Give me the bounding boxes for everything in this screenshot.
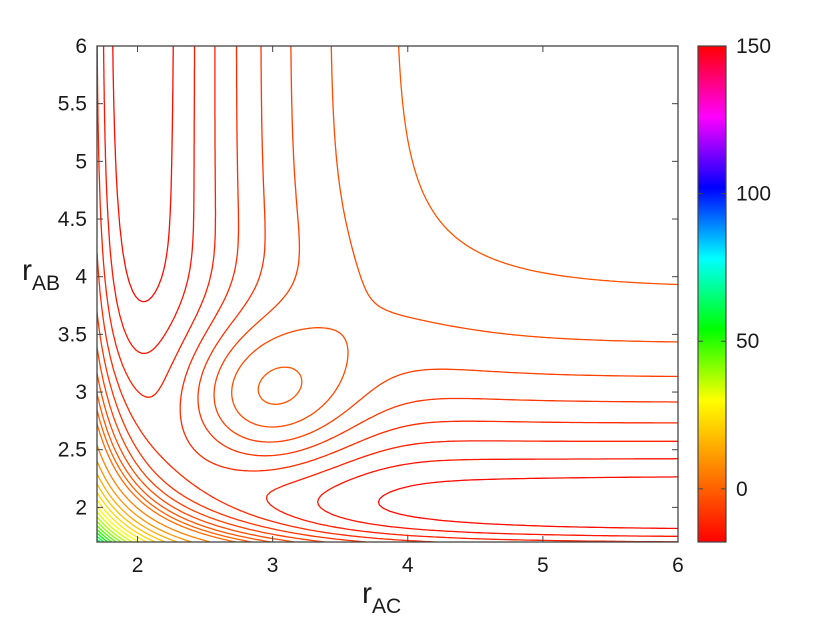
contour-line-6 [97, 46, 678, 542]
x-axis-label-sub: AC [372, 595, 401, 618]
contour-line-15 [97, 499, 148, 542]
contour-line-13 [97, 483, 166, 542]
contour-line-14 [97, 491, 156, 542]
x-tick-label-4: 6 [672, 554, 684, 577]
plot-area [97, 46, 678, 542]
y-tick-label-6: 5 [75, 150, 87, 173]
y-tick-label-1: 2.5 [58, 439, 87, 462]
contour-line-23 [97, 535, 105, 542]
contour-line-10 [97, 444, 212, 542]
colorbar-tick-label-1: 50 [736, 330, 759, 353]
y-tick-label-7: 5.5 [58, 93, 87, 116]
y-tick-label-2: 3 [75, 381, 87, 404]
contour-line-8 [97, 409, 253, 542]
colorbar-tick-label-2: 100 [736, 183, 771, 206]
colorbar [697, 45, 727, 543]
contour-line-7 [97, 46, 678, 542]
x-tick-label-1: 3 [267, 554, 279, 577]
x-axis-ticks: 2 3 4 5 6 [132, 46, 684, 577]
contour-line-17 [97, 511, 134, 542]
colorbar-tick-label-3: 150 [736, 35, 771, 58]
y-tick-label-5: 4.5 [58, 208, 87, 231]
y-tick-label-3: 3.5 [58, 323, 87, 346]
colorbar-tick-label-0: 0 [736, 478, 748, 501]
contour-line-16 [97, 505, 140, 542]
contour-line-9 [97, 423, 237, 542]
contour-line-20 [97, 524, 117, 542]
x-tick-label-3: 5 [537, 554, 549, 577]
y-axis-label-main: r [22, 254, 32, 287]
contour-line-3 [97, 46, 678, 542]
contour-line-4 [97, 46, 678, 542]
y-tick-label-4: 4 [75, 266, 87, 289]
contour-line-0 [112, 46, 678, 530]
x-tick-label-2: 4 [402, 554, 414, 577]
y-tick-label-0: 2 [75, 496, 87, 519]
x-axis-label: rAC [362, 577, 401, 618]
contour-line-11 [97, 460, 193, 542]
contour-line-1 [102, 46, 678, 537]
y-axis-ticks: 2 2.5 3 3.5 4 4.5 5 5.5 6 [58, 35, 678, 519]
y-tick-label-8: 6 [75, 35, 87, 58]
contour-line-12 [97, 472, 178, 542]
colorbar-ticks: 0 50 100 150 [698, 35, 771, 501]
y-axis-label-sub: AB [32, 272, 60, 295]
x-tick-label-0: 2 [132, 554, 144, 577]
plot-frame [96, 45, 679, 543]
y-axis-label: rAB [22, 254, 60, 295]
contour-line-5 [97, 46, 678, 542]
x-axis-label-main: r [362, 577, 372, 610]
